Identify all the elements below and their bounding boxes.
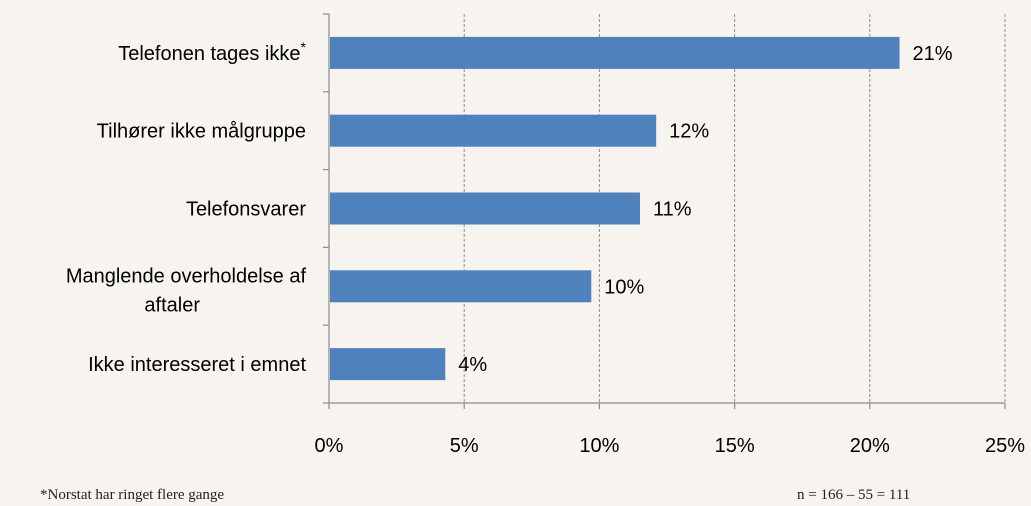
category-label-4: Ikke interesseret i emnet	[88, 354, 306, 376]
asterisk-marker: *	[301, 39, 307, 55]
category-label-3-line2: aftaler	[144, 294, 200, 316]
value-label-3: 10%	[604, 276, 644, 298]
bar-2	[330, 192, 640, 225]
value-label-1: 12%	[669, 121, 709, 143]
x-tick-label-4: 20%	[850, 435, 890, 457]
bar-1	[330, 114, 657, 147]
bar-0	[330, 36, 900, 69]
category-label-1: Tilhører ikke målgruppe	[97, 121, 306, 143]
x-tick-label-2: 10%	[579, 435, 619, 457]
bars	[330, 36, 900, 381]
x-tick-label-1: 5%	[450, 435, 479, 457]
value-label-2: 11%	[653, 199, 692, 221]
category-label-0: Telefonen tages ikke*	[118, 39, 306, 65]
value-label-0: 21%	[913, 43, 953, 65]
footnote-asterisk: *Norstat har ringet flere gange	[40, 487, 225, 503]
labels: 0% 5% 10% 15% 20% 25% 21% Telefonen tages ikke*…	[66, 39, 1025, 457]
footnote-sample-size: n = 166 – 55 = 111	[797, 487, 911, 503]
value-label-4: 4%	[458, 354, 487, 376]
category-label-2: Telefonsvarer	[186, 199, 306, 221]
x-tick-label-3: 15%	[715, 435, 755, 457]
x-tick-label-0: 0%	[315, 435, 344, 457]
category-label-3: Manglende overholdelse af	[66, 265, 307, 287]
bar-4	[330, 348, 446, 381]
axes	[323, 13, 1006, 409]
bar-3	[330, 270, 592, 303]
x-tick-label-5: 25%	[985, 435, 1025, 457]
